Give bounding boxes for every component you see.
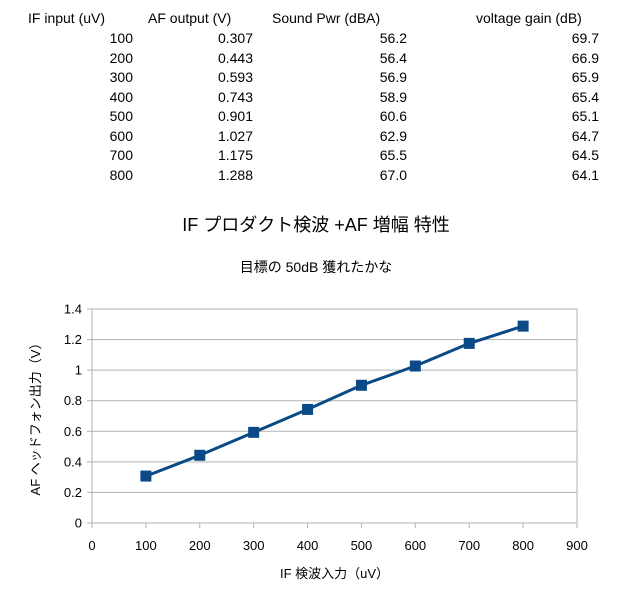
table-cell-af-output: 1.027 bbox=[217, 127, 253, 144]
data-point-marker bbox=[302, 403, 314, 415]
table-cell-af-output: 1.288 bbox=[217, 166, 253, 183]
table-cell-if-input: 500 bbox=[109, 108, 133, 124]
y-tick-label: 1.2 bbox=[64, 332, 82, 347]
data-point-marker bbox=[140, 470, 152, 482]
table-cell-voltage-gain: 69.7 bbox=[571, 30, 599, 46]
table-cell-voltage-gain: 64.7 bbox=[571, 127, 599, 144]
table-cell-sound-power: 56.4 bbox=[379, 49, 407, 66]
chart-subtitle: 目標の 50dB 獲れたかな bbox=[239, 259, 393, 275]
table-cell-voltage-gain: 65.1 bbox=[571, 108, 599, 124]
x-tick-label: 800 bbox=[512, 538, 534, 553]
table-cell-voltage-gain: 66.9 bbox=[571, 49, 599, 66]
table-cell-voltage-gain: 64.1 bbox=[571, 166, 599, 183]
y-tick-label: 1 bbox=[75, 363, 82, 378]
table-cell-sound-power: 62.9 bbox=[379, 127, 407, 144]
data-table: IF input (uV) AF output (V) Sound Pwr (dBA… bbox=[0, 0, 632, 190]
x-tick-label: 500 bbox=[351, 538, 373, 553]
y-tick-label: 0.6 bbox=[64, 424, 82, 439]
y-tick-label: 0.8 bbox=[64, 393, 82, 408]
data-point-marker bbox=[355, 379, 367, 391]
table-cell-if-input: 400 bbox=[109, 88, 133, 105]
table-cell-af-output: 0.443 bbox=[217, 49, 253, 66]
x-tick-label: 0 bbox=[88, 538, 95, 553]
y-tick-label: 0.2 bbox=[64, 485, 82, 500]
table-cell-af-output: 0.593 bbox=[217, 69, 253, 85]
table-cell-if-input: 100 bbox=[109, 30, 133, 46]
data-point-marker bbox=[194, 449, 206, 461]
x-axis-title: IF 検波入力（uV） bbox=[280, 566, 389, 581]
y-axis-title: AF ヘッドフォン出力（V） bbox=[28, 337, 43, 496]
x-tick-label: 400 bbox=[297, 538, 319, 553]
table-cell-sound-power: 65.5 bbox=[379, 147, 407, 163]
x-tick-label: 600 bbox=[404, 538, 426, 553]
data-point-marker bbox=[517, 320, 529, 332]
data-point-marker bbox=[248, 426, 260, 438]
x-tick-label: 900 bbox=[566, 538, 588, 553]
chart-title: IF プロダクト検波 +AF 増幅 特性 bbox=[182, 215, 450, 235]
x-tick-label: 300 bbox=[243, 538, 265, 553]
table-cell-voltage-gain: 65.4 bbox=[571, 88, 599, 105]
data-point-marker bbox=[409, 360, 421, 372]
table-cell-sound-power: 67.0 bbox=[379, 166, 407, 183]
y-tick-label: 0 bbox=[75, 516, 82, 531]
x-tick-label: 200 bbox=[189, 538, 211, 553]
table-cell-voltage-gain: 65.9 bbox=[571, 69, 599, 85]
y-tick-label: 0.4 bbox=[64, 454, 82, 469]
table-cell-if-input: 600 bbox=[109, 127, 133, 144]
series-line bbox=[145, 324, 524, 478]
table-cell-af-output: 1.175 bbox=[217, 147, 253, 163]
table-cell-af-output: 0.307 bbox=[217, 30, 253, 46]
x-tick-label: 100 bbox=[135, 538, 157, 553]
table-header-sound-power: Sound Pwr (dBA) bbox=[272, 10, 381, 26]
plot-area-frame bbox=[91, 308, 578, 524]
table-cell-if-input: 800 bbox=[109, 166, 133, 183]
table-cell-sound-power: 58.9 bbox=[379, 88, 407, 105]
table-cell-sound-power: 56.9 bbox=[379, 69, 407, 85]
table-header-voltage-gain: voltage gain (dB) bbox=[476, 10, 582, 26]
table-cell-voltage-gain: 64.5 bbox=[571, 147, 599, 163]
table-cell-if-input: 300 bbox=[109, 69, 133, 85]
table-cell-sound-power: 60.6 bbox=[379, 108, 407, 124]
x-tick-label: 700 bbox=[458, 538, 480, 553]
table-header-af-output: AF output (V) bbox=[148, 10, 232, 26]
data-point-marker bbox=[463, 337, 475, 349]
table-cell-if-input: 200 bbox=[109, 49, 133, 66]
table-cell-af-output: 0.743 bbox=[217, 88, 253, 105]
table-cell-sound-power: 56.2 bbox=[379, 30, 407, 46]
y-tick-label: 1.4 bbox=[64, 302, 82, 317]
table-cell-if-input: 700 bbox=[109, 147, 133, 163]
table-header-if-input: IF input (uV) bbox=[28, 10, 106, 26]
table-cell-af-output: 0.901 bbox=[217, 108, 253, 124]
